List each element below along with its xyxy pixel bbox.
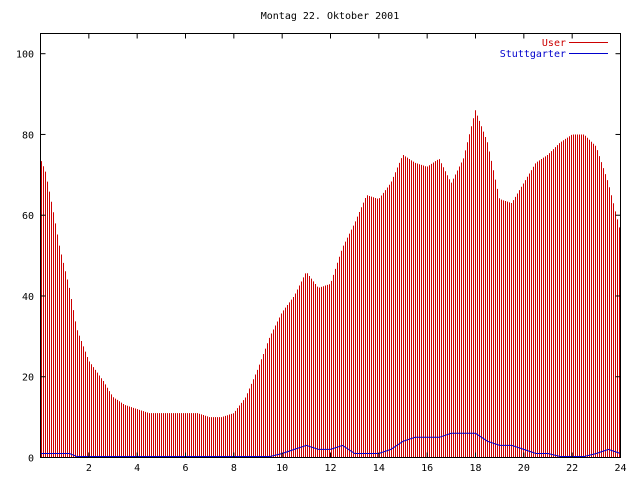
- legend-user-label: User: [542, 38, 566, 49]
- y-tick-label: 100: [16, 50, 34, 61]
- x-tick-label: 16: [421, 463, 433, 474]
- y-tick-label: 60: [22, 211, 34, 222]
- legend-stuttgarter-label: Stuttgarter: [500, 49, 566, 60]
- x-tick-label: 20: [518, 463, 530, 474]
- x-tick-label: 22: [566, 463, 578, 474]
- x-tick-label: 14: [373, 463, 385, 474]
- chart-title: Montag 22. Oktober 2001: [261, 11, 399, 22]
- y-axis: 0 20 40 60 80 100: [16, 50, 621, 465]
- x-tick-label: 8: [231, 463, 237, 474]
- x-tick-label: 4: [134, 463, 140, 474]
- x-tick-label: 18: [469, 463, 481, 474]
- y-tick-label: 20: [22, 373, 34, 384]
- x-tick-label: 2: [86, 463, 92, 474]
- x-tick-label: 24: [614, 463, 626, 474]
- user-bars: [41, 110, 620, 458]
- y-tick-label: 40: [22, 292, 34, 303]
- y-tick-label: 80: [22, 130, 34, 141]
- stuttgarter-line: [40, 432, 621, 457]
- y-tick-label: 0: [28, 454, 34, 465]
- legend: User Stuttgarter: [500, 38, 608, 60]
- x-tick-label: 6: [182, 463, 188, 474]
- x-tick-label: 12: [324, 463, 336, 474]
- x-tick-label: 10: [276, 463, 288, 474]
- x-axis: 2 4 6 8 10 12 14 16 18 20 22 24: [86, 33, 627, 474]
